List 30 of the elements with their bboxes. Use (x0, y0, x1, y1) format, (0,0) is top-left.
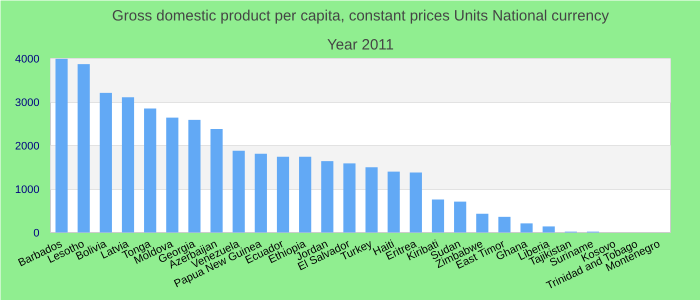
bar (454, 202, 466, 232)
bar (166, 118, 178, 232)
bar (78, 64, 90, 232)
bar (210, 128, 223, 232)
bar (232, 150, 245, 232)
chart-subtitle: Year 2011 (327, 36, 394, 54)
bar (432, 199, 444, 232)
bar (410, 172, 422, 232)
bar (343, 163, 356, 232)
bar (520, 223, 533, 232)
bar (100, 92, 112, 232)
bar (299, 156, 312, 232)
bar (55, 58, 68, 232)
bar (498, 216, 511, 232)
chart-title: Gross domestic product per capita, constant prices Units National currency (112, 8, 610, 24)
y-tick-label: 0 (33, 228, 40, 240)
bar (144, 108, 156, 232)
y-tick-label: 3000 (15, 97, 40, 109)
bar (254, 154, 267, 232)
bar (388, 172, 400, 232)
bar (276, 156, 290, 232)
bar (188, 120, 201, 232)
y-tick-label: 2000 (15, 140, 40, 152)
bar (321, 161, 334, 232)
y-tick-label: 1000 (15, 184, 40, 196)
bar (365, 167, 378, 232)
bar (122, 97, 134, 232)
bar (476, 214, 488, 232)
y-tick-label: 4000 (15, 54, 40, 66)
bar (542, 226, 555, 232)
